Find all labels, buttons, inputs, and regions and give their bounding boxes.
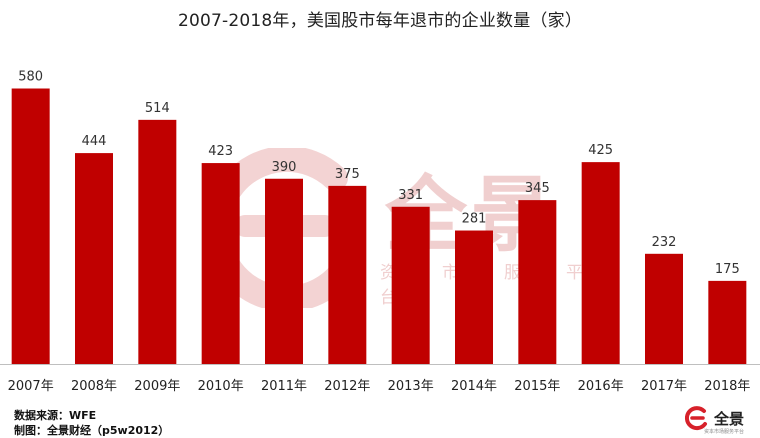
data-label: 580 bbox=[18, 70, 43, 85]
x-tick-label: 2015年 bbox=[514, 379, 560, 394]
data-label: 444 bbox=[82, 134, 107, 149]
data-label: 175 bbox=[715, 262, 740, 277]
x-tick-label: 2011年 bbox=[261, 379, 307, 394]
bar bbox=[75, 153, 113, 364]
data-label: 281 bbox=[462, 212, 487, 227]
x-tick-label: 2013年 bbox=[388, 379, 434, 394]
data-source: 数据来源：WFE bbox=[14, 409, 97, 422]
bar bbox=[645, 253, 683, 364]
x-tick-label: 2017年 bbox=[641, 379, 687, 394]
bar bbox=[455, 230, 493, 364]
bar bbox=[328, 185, 367, 364]
x-tick-label: 2007年 bbox=[8, 379, 54, 394]
brand-tagline: 资本市场服务平台 bbox=[703, 429, 744, 435]
bar bbox=[391, 206, 430, 364]
brand-name: 全景 bbox=[713, 409, 744, 428]
x-tick-label: 2014年 bbox=[451, 379, 497, 394]
brand-logo: 全景 资本市场服务平台 bbox=[684, 403, 744, 435]
data-label: 423 bbox=[208, 144, 233, 159]
data-label: 375 bbox=[335, 167, 360, 182]
brand-logo-icon bbox=[684, 406, 707, 431]
data-label: 232 bbox=[652, 235, 677, 250]
x-tick-label: 2010年 bbox=[198, 379, 244, 394]
bar bbox=[708, 280, 747, 364]
bar bbox=[265, 178, 303, 364]
data-label: 331 bbox=[398, 188, 423, 203]
bar bbox=[518, 200, 557, 364]
x-tick-label: 2012年 bbox=[324, 379, 370, 394]
bar bbox=[581, 162, 620, 364]
bar bbox=[201, 163, 240, 364]
x-tick-label: 2016年 bbox=[578, 379, 624, 394]
chart-maker: 制图：全景财经（p5w2012） bbox=[14, 424, 170, 437]
data-label: 345 bbox=[525, 181, 550, 196]
bar bbox=[138, 119, 177, 364]
x-tick-label: 2009年 bbox=[134, 379, 180, 394]
data-label: 514 bbox=[145, 101, 170, 116]
data-label: 390 bbox=[272, 160, 297, 175]
x-tick-label: 2008年 bbox=[71, 379, 117, 394]
x-tick-label: 2018年 bbox=[704, 379, 750, 394]
chart-title: 2007-2018年，美国股市每年退市的企业数量（家） bbox=[177, 11, 583, 31]
bar bbox=[11, 88, 50, 364]
data-label: 425 bbox=[588, 143, 613, 158]
